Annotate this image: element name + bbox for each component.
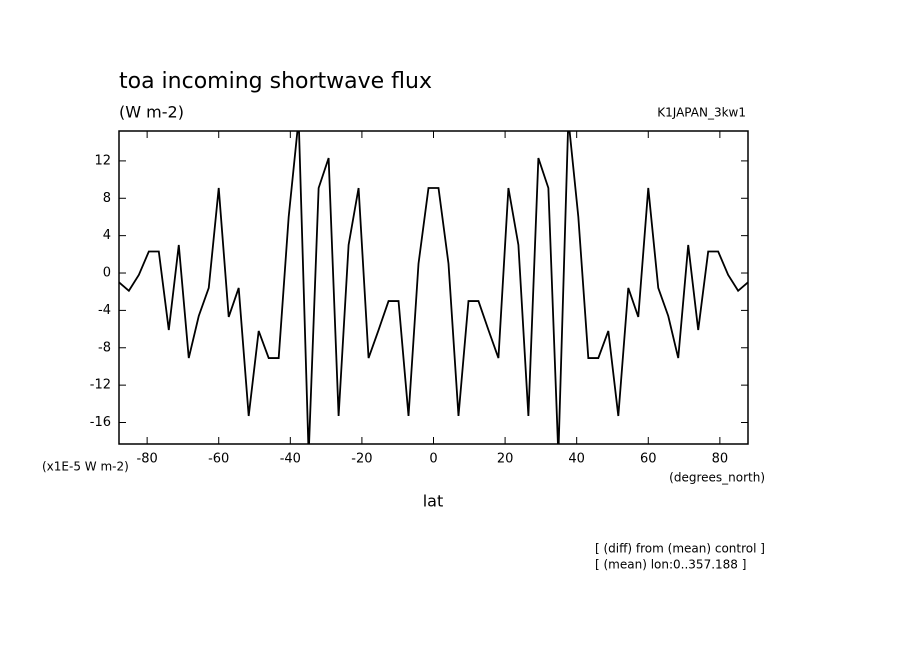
x-tick-label: -20 [351, 452, 372, 467]
y-tick-label: -4 [98, 303, 111, 318]
x-tick-label: -80 [137, 452, 158, 467]
note: [ (mean) lon:0..357.188 ] [595, 558, 746, 572]
x-tick-label: 80 [712, 452, 729, 467]
x-tick-label: 40 [568, 452, 585, 467]
y-tick-label: -8 [98, 340, 111, 355]
note: [ (diff) from (mean) control ] [595, 542, 765, 556]
x-tick-label: -40 [280, 452, 301, 467]
data-line [119, 131, 748, 444]
x-tick-label: -60 [208, 452, 229, 467]
units: (W m-2) [119, 103, 184, 122]
x-axis-label: lat [423, 492, 444, 511]
chart-title: toa incoming shortwave flux [119, 69, 432, 94]
y-tick-label: 8 [103, 191, 111, 206]
y-tick-label: 12 [94, 153, 111, 168]
x-units: (degrees_north) [669, 471, 765, 485]
dataset-label: K1JAPAN_3kw1 [657, 106, 746, 120]
x-tick-label: 20 [497, 452, 514, 467]
x-tick-label: 0 [429, 452, 437, 467]
y-tick-label: 0 [103, 266, 111, 281]
y-tick-label: 4 [103, 228, 111, 243]
x-tick-label: 60 [640, 452, 657, 467]
y-tick-label: -12 [90, 378, 111, 393]
y-tick-label: -16 [90, 415, 111, 430]
y-axis-label: (x1E-5 W m-2) [42, 460, 129, 474]
